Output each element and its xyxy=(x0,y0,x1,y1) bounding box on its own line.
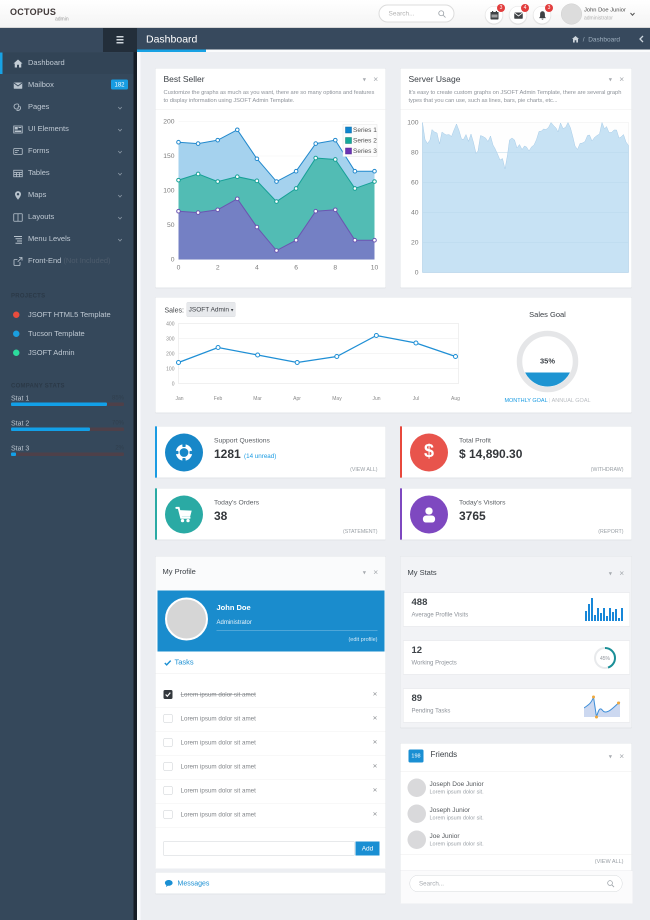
svg-text:50: 50 xyxy=(167,222,175,229)
svg-text:Mar: Mar xyxy=(253,396,262,402)
svg-text:Series 3: Series 3 xyxy=(353,148,377,155)
svg-text:Aug: Aug xyxy=(451,396,460,402)
svg-text:80: 80 xyxy=(411,150,419,157)
svg-text:2: 2 xyxy=(216,265,220,272)
svg-text:100: 100 xyxy=(407,120,419,127)
svg-text:8: 8 xyxy=(333,265,337,272)
svg-text:0: 0 xyxy=(172,382,175,388)
svg-text:May: May xyxy=(332,396,342,402)
svg-text:0: 0 xyxy=(177,265,181,272)
svg-text:Jul: Jul xyxy=(413,396,419,402)
svg-text:4: 4 xyxy=(255,265,259,272)
svg-text:35%: 35% xyxy=(540,357,555,366)
svg-text:200: 200 xyxy=(166,352,175,358)
svg-text:100: 100 xyxy=(163,188,175,195)
svg-text:300: 300 xyxy=(166,337,175,343)
svg-text:60: 60 xyxy=(411,180,419,187)
svg-text:Jan: Jan xyxy=(175,396,183,402)
svg-text:Jun: Jun xyxy=(372,396,380,402)
svg-text:0: 0 xyxy=(171,257,175,264)
svg-text:Feb: Feb xyxy=(214,396,223,402)
svg-text:150: 150 xyxy=(163,153,175,160)
svg-text:45%: 45% xyxy=(600,656,611,662)
svg-text:Series 1: Series 1 xyxy=(353,127,377,134)
svg-text:20: 20 xyxy=(411,240,419,247)
svg-text:Series 2: Series 2 xyxy=(353,138,377,145)
svg-text:200: 200 xyxy=(163,119,175,126)
svg-text:10: 10 xyxy=(371,265,379,272)
svg-text:400: 400 xyxy=(166,322,175,328)
svg-text:100: 100 xyxy=(166,367,175,373)
svg-text:Apr: Apr xyxy=(293,396,301,402)
svg-text:0: 0 xyxy=(415,270,419,277)
svg-text:6: 6 xyxy=(294,265,298,272)
svg-text:40: 40 xyxy=(411,210,419,217)
